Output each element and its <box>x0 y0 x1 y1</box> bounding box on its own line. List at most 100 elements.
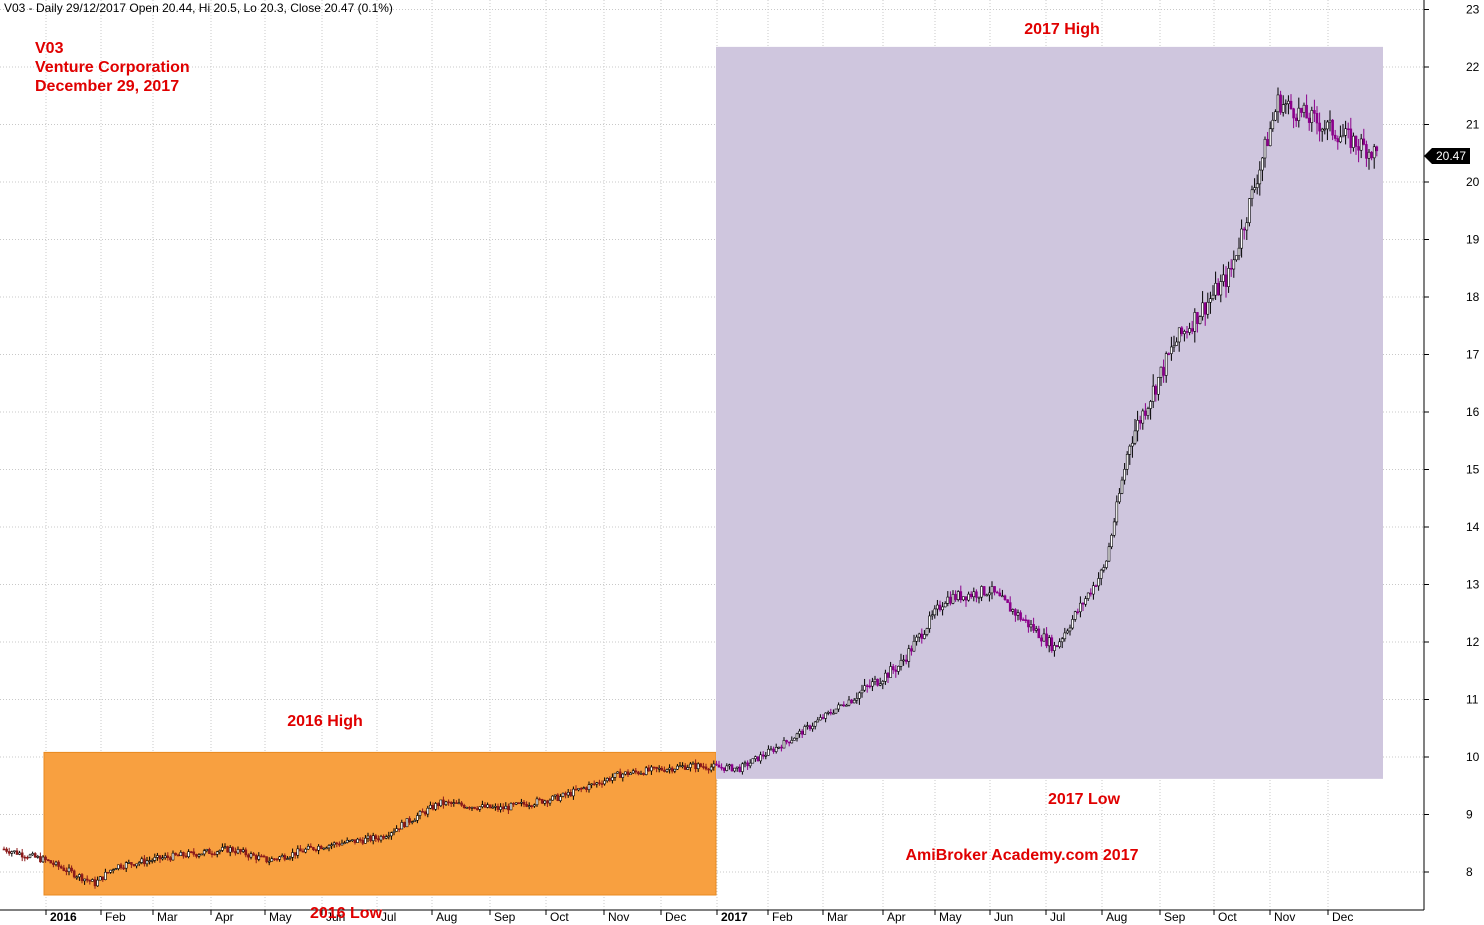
candle-body <box>1172 345 1176 348</box>
candle-body <box>538 798 541 801</box>
candle-body <box>1284 103 1288 106</box>
candle-body <box>1089 592 1093 595</box>
candle-body <box>798 730 801 735</box>
candle-body <box>70 867 73 872</box>
candle-body <box>1149 401 1152 409</box>
candle-body <box>907 648 911 662</box>
candle-body <box>1274 111 1277 121</box>
candle-body <box>486 804 489 808</box>
candle-body <box>254 855 258 860</box>
candle-body <box>886 672 890 678</box>
candle-body <box>72 870 76 878</box>
candle-body <box>1235 255 1238 261</box>
candle-body <box>1229 268 1233 270</box>
candle-body <box>795 733 799 739</box>
candle-body <box>5 848 8 852</box>
candle-body <box>7 851 11 854</box>
candle-body <box>647 767 651 772</box>
candle-body <box>54 861 58 865</box>
candle-body <box>1289 100 1293 110</box>
candle-body <box>403 822 406 828</box>
candle-body <box>1066 630 1069 634</box>
candle-body <box>452 802 456 804</box>
candle-body <box>244 849 248 856</box>
candle-body <box>998 592 1002 597</box>
candle-body <box>725 765 729 771</box>
candle-body <box>26 857 29 859</box>
x-tick-label: Sep <box>494 910 516 924</box>
candle-body <box>205 849 209 852</box>
candle-body <box>1115 501 1119 523</box>
candle-body <box>501 806 505 810</box>
candle-body <box>1372 146 1376 159</box>
candle-body <box>668 767 671 770</box>
candle-body <box>852 699 856 704</box>
candle-body <box>145 860 149 865</box>
candle-body <box>533 804 536 807</box>
candle-body <box>1190 328 1194 332</box>
candle-body <box>1203 302 1207 315</box>
candle-body <box>75 876 79 879</box>
candle-body <box>642 773 645 775</box>
candle-body <box>980 586 983 598</box>
candle-body <box>855 698 859 701</box>
candle-body <box>1198 316 1202 324</box>
candle-body <box>1339 136 1342 143</box>
candle-body <box>582 787 586 789</box>
candle-body <box>52 862 55 865</box>
x-tick-label: Jul <box>1050 910 1065 924</box>
candle-body <box>577 788 580 791</box>
candle-body <box>465 807 469 809</box>
y-tick-label: 10 <box>1466 750 1480 764</box>
candle-body <box>226 846 229 853</box>
candle-body <box>1352 135 1355 148</box>
candle-body <box>1102 567 1106 571</box>
y-tick-label: 11 <box>1466 693 1479 707</box>
x-tick-label: Nov <box>608 910 629 924</box>
candle-body <box>252 853 255 856</box>
candle-body <box>1346 128 1350 131</box>
candle-body <box>1242 228 1246 231</box>
candle-body <box>941 606 944 611</box>
candle-body <box>39 856 42 863</box>
candle-body <box>338 843 341 846</box>
candle-body <box>135 863 138 867</box>
candle-body <box>1354 135 1358 147</box>
y-tick-label: 23 <box>1466 3 1480 17</box>
candle-body <box>1224 274 1228 287</box>
candle-body <box>946 596 950 604</box>
candle-body <box>816 719 820 723</box>
candle-body <box>353 839 357 843</box>
candle-body <box>301 850 305 853</box>
candle-body <box>1029 624 1033 628</box>
candle-body <box>572 788 575 797</box>
candle-body <box>611 777 614 781</box>
candle-body <box>1263 138 1267 159</box>
candle-body <box>1076 611 1080 614</box>
candle-body <box>1268 128 1272 147</box>
candle-body <box>566 791 570 796</box>
candle-body <box>1183 331 1186 335</box>
candle-body <box>158 855 162 860</box>
candle-body <box>286 858 289 860</box>
x-tick-label: Apr <box>887 910 906 924</box>
candle-body <box>507 805 510 811</box>
candle-body <box>1211 294 1215 299</box>
x-tick-label: Jul <box>381 910 396 924</box>
candle-body <box>722 767 726 771</box>
candle-body <box>977 596 981 599</box>
candle-body <box>871 681 874 687</box>
candle-body <box>418 811 422 816</box>
candle-body <box>442 799 445 805</box>
y-tick-label: 16 <box>1466 405 1480 419</box>
candle-body <box>400 822 404 830</box>
candle-body <box>358 838 362 841</box>
candle-body <box>1151 385 1155 402</box>
candle-body <box>98 876 102 881</box>
candle-body <box>1050 637 1054 651</box>
candle-body <box>397 828 401 830</box>
candle-body <box>366 835 370 839</box>
candle-body <box>351 839 354 841</box>
candle-body <box>1281 104 1285 113</box>
candle-body <box>148 860 151 862</box>
